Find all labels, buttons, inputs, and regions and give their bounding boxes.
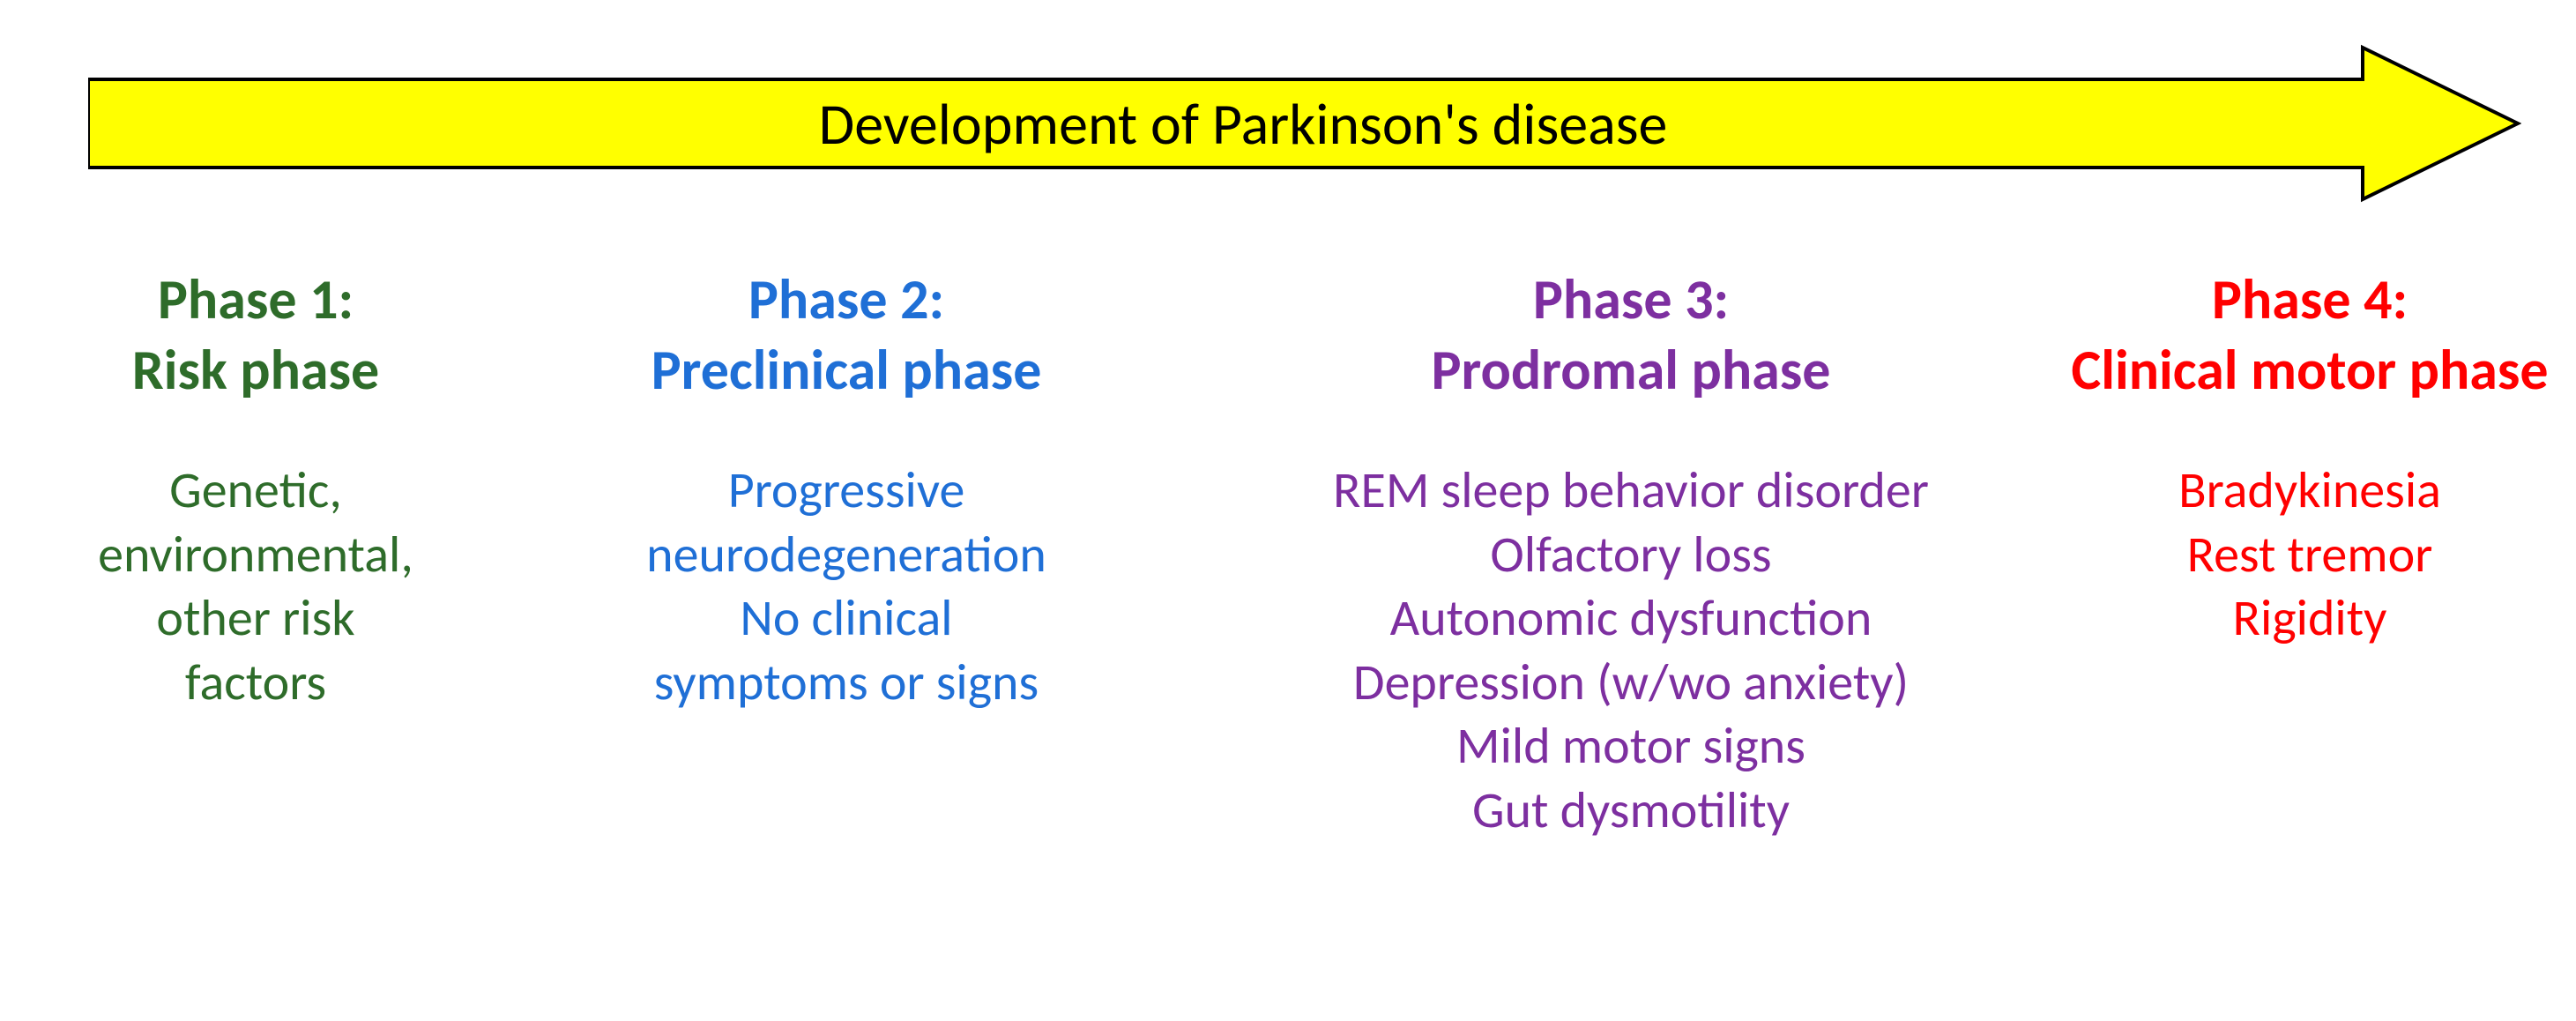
phase-2-item: symptoms or signs	[538, 651, 1155, 715]
phase-3-item: REM sleep behavior disorder	[1234, 458, 2028, 523]
phase-2-item: neurodegeneration	[538, 523, 1155, 587]
phase-3-item: Gut dysmotility	[1234, 779, 2028, 843]
phase-3-title: Phase 3: Prodromal phase	[1234, 265, 2028, 406]
phase-4-item: Bradykinesia	[2045, 458, 2574, 523]
phase-1-items: Genetic,environmental,other riskfactors	[35, 458, 476, 714]
phase-2-items: ProgressiveneurodegenerationNo clinicals…	[538, 458, 1155, 714]
phase-1-title: Phase 1: Risk phase	[35, 265, 476, 406]
phase-3-item: Olfactory loss	[1234, 523, 2028, 587]
phase-2-item: No clinical	[538, 586, 1155, 651]
phase-4-column: Phase 4: Clinical motor phase Bradykinesi…	[2045, 265, 2574, 651]
diagram-canvas: Development of Parkinson's disease Phase…	[0, 0, 2576, 1021]
phase-2-item: Progressive	[538, 458, 1155, 523]
phase-1-item: Genetic,	[35, 458, 476, 523]
phase-4-items: BradykinesiaRest tremorRigidity	[2045, 458, 2574, 651]
timeline-arrow: Development of Parkinson's disease	[88, 44, 2521, 203]
phase-2-column: Phase 2: Preclinical phase Progressiveneu…	[538, 265, 1155, 714]
phase-2-title: Phase 2: Preclinical phase	[538, 265, 1155, 406]
phase-3-column: Phase 3: Prodromal phase REM sleep behavi…	[1234, 265, 2028, 842]
phase-4-item: Rigidity	[2045, 586, 2574, 651]
phase-3-items: REM sleep behavior disorderOlfactory los…	[1234, 458, 2028, 842]
phase-4-item: Rest tremor	[2045, 523, 2574, 587]
phase-3-item: Depression (w/wo anxiety)	[1234, 651, 2028, 715]
phase-3-item: Autonomic dysfunction	[1234, 586, 2028, 651]
phase-3-item: Mild motor signs	[1234, 714, 2028, 779]
phase-4-title: Phase 4: Clinical motor phase	[2045, 265, 2574, 406]
phase-1-item: environmental,	[35, 523, 476, 587]
phase-1-item: other risk	[35, 586, 476, 651]
arrow-title: Development of Parkinson's disease	[88, 44, 2398, 203]
phase-1-column: Phase 1: Risk phase Genetic,environmental…	[35, 265, 476, 714]
phase-1-item: factors	[35, 651, 476, 715]
